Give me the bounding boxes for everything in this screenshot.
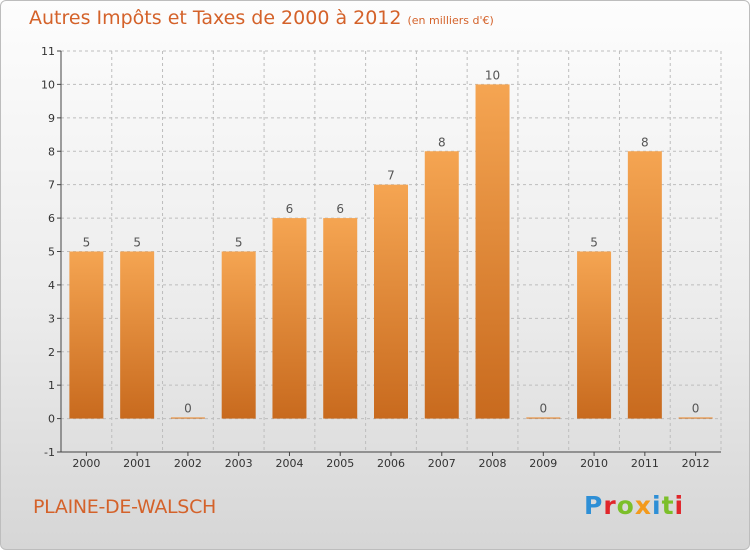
- data-label-2003: 5: [235, 236, 243, 250]
- bar-2000: [69, 251, 104, 419]
- logo-letter: P: [584, 491, 604, 520]
- bar-2011: [627, 151, 662, 419]
- x-tick-label-2001: 2001: [123, 457, 151, 470]
- logo-letter: r: [603, 491, 617, 520]
- data-label-2008: 10: [485, 68, 500, 82]
- x-tick-label-2005: 2005: [326, 457, 354, 470]
- x-tick-label-2003: 2003: [225, 457, 253, 470]
- y-tick-label: 11: [41, 45, 55, 58]
- bar-2009: [526, 417, 561, 419]
- bar-2006: [374, 184, 408, 419]
- commune-name: PLAINE-DE-WALSCH: [33, 496, 217, 518]
- proxiti-logo: Proxiti: [584, 491, 684, 520]
- logo-letter: o: [616, 491, 635, 520]
- data-label-2002: 0: [184, 401, 192, 415]
- bar-2003: [221, 251, 256, 419]
- bar-2010: [577, 251, 612, 419]
- bar-2001: [120, 251, 155, 419]
- y-tick-label: 2: [48, 346, 55, 359]
- data-label-2000: 5: [83, 236, 91, 250]
- y-tick-label: -1: [44, 446, 55, 459]
- data-label-2009: 0: [539, 401, 547, 415]
- data-label-2006: 7: [387, 169, 395, 183]
- y-tick-label: 5: [48, 246, 55, 259]
- bar-2002: [170, 417, 205, 419]
- chart-title: Autres Impôts et Taxes de 2000 à 2012 (en…: [29, 7, 494, 29]
- y-tick-label: 6: [48, 212, 55, 225]
- chart-title-text: Autres Impôts et Taxes de 2000 à 2012: [29, 7, 402, 29]
- x-tick-label-2000: 2000: [72, 457, 100, 470]
- data-label-2010: 5: [590, 236, 598, 250]
- y-tick-label: 8: [48, 145, 55, 158]
- x-tick-label-2008: 2008: [479, 457, 507, 470]
- x-tick-label-2010: 2010: [580, 457, 608, 470]
- data-label-2005: 6: [336, 202, 344, 216]
- bar-2008: [475, 84, 510, 419]
- x-tick-label-2007: 2007: [428, 457, 456, 470]
- x-tick-label-2012: 2012: [682, 457, 710, 470]
- x-tick-label-2006: 2006: [377, 457, 405, 470]
- y-tick-label: 9: [48, 112, 55, 125]
- x-tick-label-2011: 2011: [631, 457, 659, 470]
- bar-2005: [323, 218, 358, 419]
- y-tick-label: 0: [48, 413, 55, 426]
- x-tick-label-2004: 2004: [275, 457, 303, 470]
- data-label-2001: 5: [133, 236, 141, 250]
- data-label-2011: 8: [641, 135, 649, 149]
- y-tick-label: 4: [48, 279, 55, 292]
- y-tick-label: 3: [48, 312, 55, 325]
- logo-letter: x: [634, 491, 652, 520]
- data-label-2012: 0: [692, 401, 700, 415]
- logo-letter: t: [661, 491, 675, 520]
- y-tick-label: 10: [41, 78, 55, 91]
- x-tick-label-2002: 2002: [174, 457, 202, 470]
- bar-2007: [424, 151, 459, 419]
- data-label-2004: 6: [286, 202, 294, 216]
- data-label-2007: 8: [438, 135, 446, 149]
- bar-2004: [272, 218, 307, 419]
- chart-unit: (en milliers d'€): [407, 14, 494, 27]
- y-tick-label: 1: [48, 379, 55, 392]
- y-tick-label: 7: [48, 179, 55, 192]
- bar-2012: [678, 417, 713, 419]
- logo-letter: i: [652, 491, 662, 520]
- logo-letter: i: [674, 491, 685, 520]
- x-tick-label-2009: 2009: [529, 457, 557, 470]
